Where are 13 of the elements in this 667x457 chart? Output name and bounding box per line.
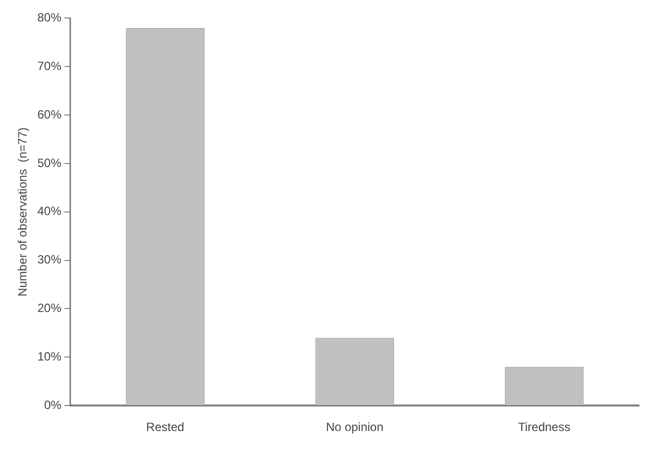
y-tick-label: 0% xyxy=(44,398,62,412)
y-tick-label: 10% xyxy=(37,349,62,364)
x-tick-label: No opinion xyxy=(326,420,384,434)
y-tick-label: 50% xyxy=(37,156,62,170)
y-tick-label: 30% xyxy=(37,252,62,267)
y-tick-label: 80% xyxy=(37,10,62,25)
y-tick-label: 60% xyxy=(37,107,62,122)
y-tick-label: 40% xyxy=(37,204,62,218)
y-tick-label: 20% xyxy=(37,301,62,316)
x-tick-label: Rested xyxy=(146,420,184,434)
y-axis-title: Number of observations (n=77) xyxy=(16,127,30,296)
x-tick-label: Tiredness xyxy=(518,420,570,434)
y-tick-label: 70% xyxy=(37,58,62,73)
